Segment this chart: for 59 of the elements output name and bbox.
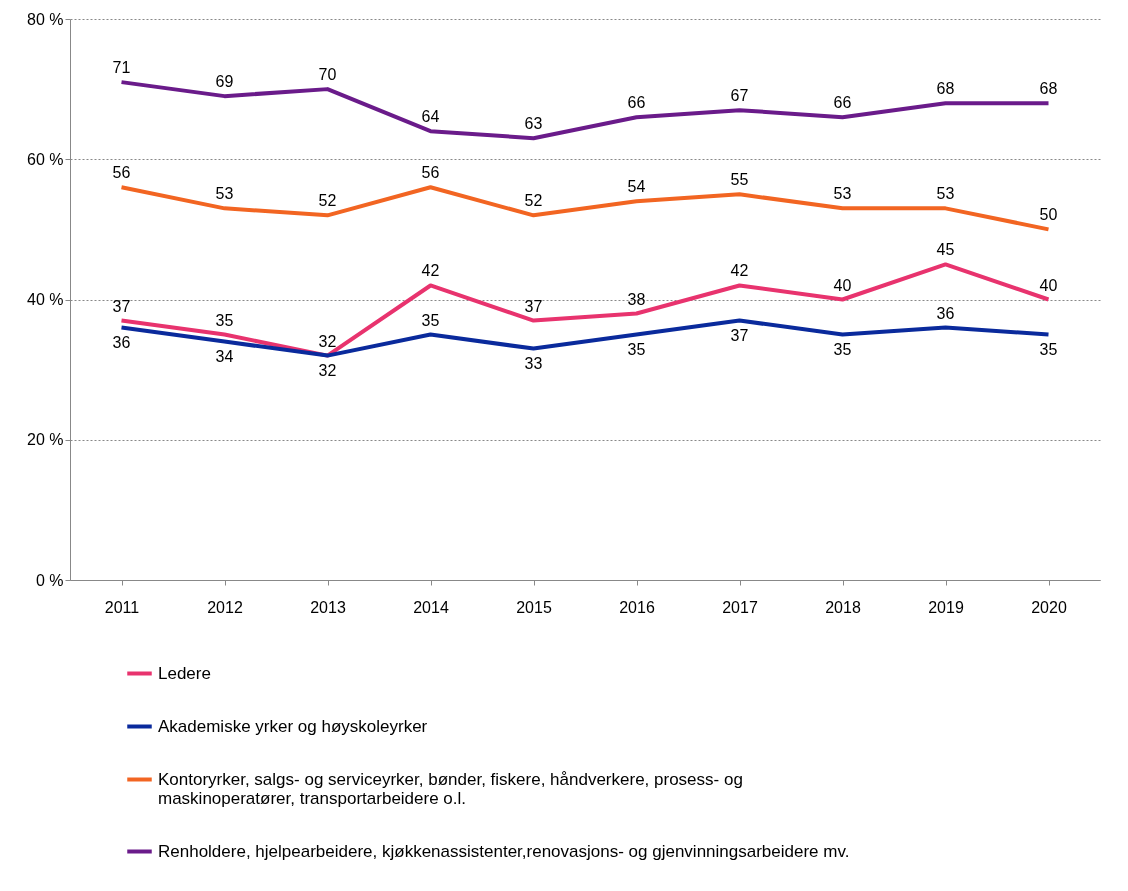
data-label: 56 [112,164,131,182]
data-label: 68 [1039,80,1058,98]
x-tick-label: 2016 [619,598,655,616]
data-label: 63 [524,115,543,133]
legend-label: Renholdere, hjelpearbeidere, kjøkkenassistenter,renovasjons- og gjenvinningsarbeidere mv. [158,841,850,861]
data-label: 45 [936,241,955,259]
x-tick-label: 2020 [1031,598,1067,616]
legend-label: Akademiske yrker og høyskoleyrker [158,716,428,736]
data-label: 35 [627,340,646,358]
y-tick-label: 20 % [27,431,64,449]
data-label: 40 [833,276,852,294]
x-tick-label: 2012 [207,598,243,616]
y-tick-label: 80 % [27,10,64,28]
data-label: 37 [112,297,131,315]
data-label: 70 [318,66,337,84]
x-tick-label: 2015 [516,598,552,616]
data-label: 66 [627,94,646,112]
x-tick-label: 2011 [104,598,140,616]
legend-label: Kontoryrker, salgs- og serviceyrker, bønder, fiskere, håndverkere, prosess- og maskinoperatører, transportarbeidere o.l. [158,769,743,808]
data-label: 68 [936,80,955,98]
data-label: 71 [112,59,131,77]
data-label: 36 [112,333,131,351]
data-label: 53 [936,185,955,203]
data-label: 42 [421,262,440,280]
data-label: 50 [1039,206,1058,224]
data-label: 37 [730,326,749,344]
x-tick-label: 2017 [722,598,758,616]
x-tick-label: 2013 [310,598,346,616]
y-tick-label: 40 % [27,291,64,308]
data-label: 42 [730,262,749,280]
x-tick-label: 2018 [825,598,861,616]
data-label: 35 [421,311,440,329]
x-tick-label: 2014 [413,598,449,616]
y-tick-label: 60 % [27,150,64,168]
data-label: 38 [627,290,646,308]
data-label: 55 [730,171,749,189]
data-label: 64 [421,108,440,126]
data-label: 53 [833,185,852,203]
data-label: 52 [318,192,337,210]
y-tick-label: 0 % [35,571,64,589]
data-label: 52 [524,192,543,210]
data-label: 37 [524,297,543,315]
data-label: 35 [215,311,234,329]
data-label: 33 [524,354,543,372]
data-label: 36 [936,304,955,322]
data-label: 32 [318,332,337,350]
data-label: 35 [1039,340,1058,358]
data-label: 40 [1039,276,1058,294]
legend-label: Ledere [158,663,211,683]
data-label: 35 [833,340,852,358]
data-label: 66 [833,94,852,112]
data-label: 34 [215,347,234,365]
data-label: 56 [421,164,440,182]
x-tick-label: 2019 [928,598,964,616]
data-label: 69 [215,73,234,91]
data-label: 54 [627,178,646,196]
data-label: 32 [318,361,337,379]
data-label: 67 [730,87,749,105]
data-label: 53 [215,185,234,203]
